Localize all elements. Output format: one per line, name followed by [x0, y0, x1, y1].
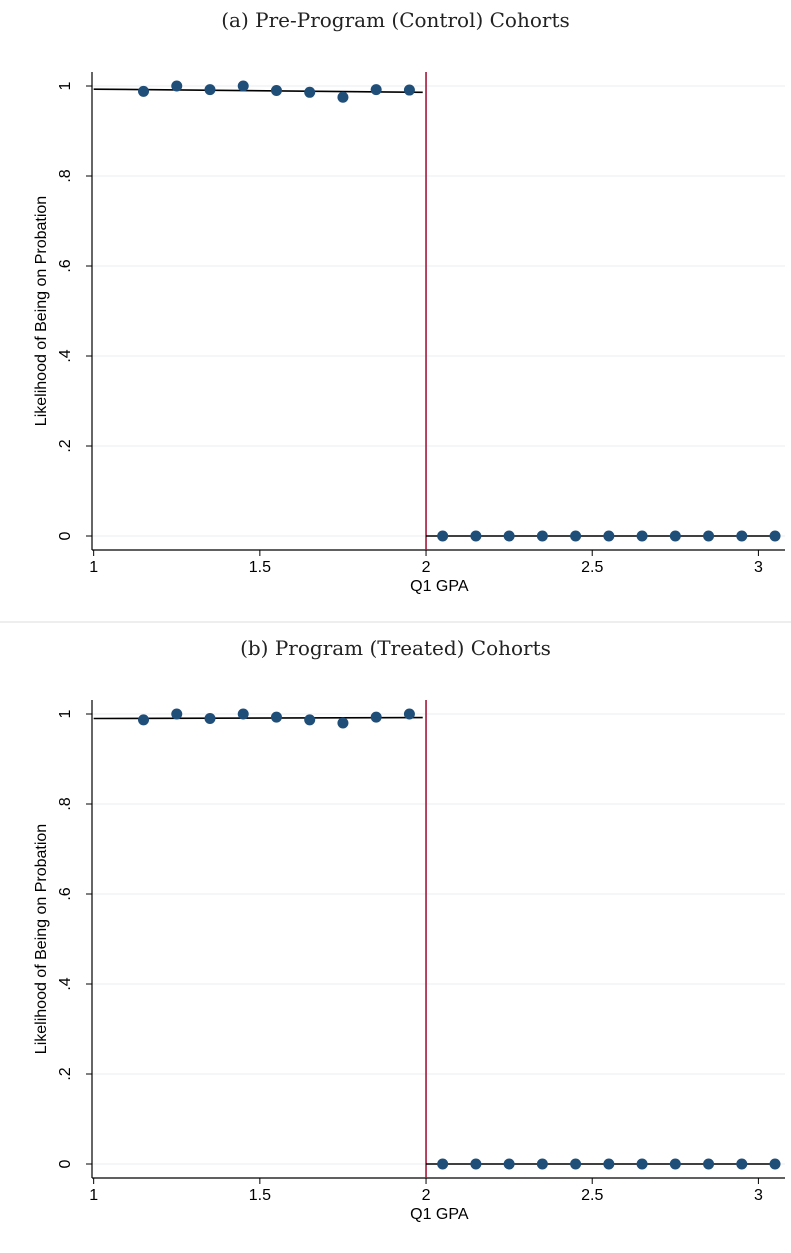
data-point	[437, 530, 449, 542]
data-point	[703, 1158, 715, 1170]
x-tick-label: 2.5	[581, 559, 603, 576]
x-tick-label: 1.5	[249, 559, 271, 576]
chart-a: 0 .2 .4 .6 .8 1 1 1.5 2 2.5 3 Q1 GPA Likelihood of B…	[33, 72, 785, 595]
x-tick-label: 2	[422, 1187, 431, 1204]
x-tick-label: 2	[422, 559, 431, 576]
data-point	[138, 85, 150, 97]
y-tick-label: 0	[57, 531, 74, 540]
data-point	[237, 80, 249, 92]
y-tick-label: 1	[57, 81, 74, 90]
x-tick-label: 1.5	[249, 1187, 271, 1204]
data-point	[204, 713, 216, 724]
data-point	[304, 714, 316, 726]
y-tick-label: .8	[57, 797, 74, 810]
data-point	[769, 530, 781, 542]
data-point	[636, 1158, 648, 1170]
x-tick-label: 1	[89, 1187, 98, 1204]
data-point	[403, 708, 415, 720]
data-point	[636, 530, 648, 542]
panel-a-title: (a) Pre-Program (Control) Cohorts	[221, 8, 570, 32]
chart-b: 0 .2 .4 .6 .8 1 1 1.5 2 2.5 3 Q1 GPA Likelihood of B…	[33, 700, 785, 1223]
data-point	[603, 530, 615, 542]
x-axis-title: Q1 GPA	[410, 578, 469, 595]
y-tick-label: .6	[57, 259, 74, 272]
x-axis-title: Q1 GPA	[410, 1206, 469, 1223]
data-point	[536, 530, 548, 542]
data-point	[403, 84, 415, 96]
y-tick-label: 0	[57, 1159, 74, 1168]
y-tick-label: .4	[57, 349, 74, 362]
y-axis-title: Likelihood of Being on Probation	[33, 824, 50, 1054]
data-point	[503, 530, 515, 542]
data-point	[669, 530, 681, 542]
data-point	[370, 84, 382, 96]
data-point	[570, 530, 582, 542]
data-point	[570, 1158, 582, 1170]
data-point	[270, 85, 282, 96]
data-point	[437, 1158, 449, 1170]
data-point	[270, 711, 282, 723]
x-tick-label: 3	[754, 559, 763, 576]
y-tick-label: .2	[57, 439, 74, 452]
data-point	[337, 91, 349, 103]
data-point	[470, 1158, 482, 1170]
data-point	[370, 711, 382, 723]
y-tick-label: .4	[57, 977, 74, 990]
data-point	[237, 708, 249, 720]
x-tick-label: 3	[754, 1187, 763, 1204]
y-axis-title: Likelihood of Being on Probation	[33, 196, 50, 426]
data-point	[736, 1158, 748, 1170]
data-point	[603, 1158, 615, 1170]
data-point	[171, 708, 183, 720]
y-tick-label: 1	[57, 709, 74, 718]
y-tick-label: .6	[57, 887, 74, 900]
data-point	[171, 80, 183, 92]
x-tick-label: 2.5	[581, 1187, 603, 1204]
data-point	[503, 1158, 515, 1170]
data-point	[138, 714, 150, 726]
data-point	[536, 1158, 548, 1170]
data-point	[304, 86, 316, 98]
x-tick-label: 1	[89, 559, 98, 576]
data-point	[204, 84, 216, 96]
panel-b-title: (b) Program (Treated) Cohorts	[240, 636, 551, 660]
data-point	[669, 1158, 681, 1170]
y-tick-label: .8	[57, 169, 74, 182]
data-point	[703, 530, 715, 542]
data-point	[736, 530, 748, 542]
data-point	[337, 717, 349, 729]
y-tick-label: .2	[57, 1067, 74, 1080]
data-point	[470, 530, 482, 542]
data-point	[769, 1158, 781, 1170]
